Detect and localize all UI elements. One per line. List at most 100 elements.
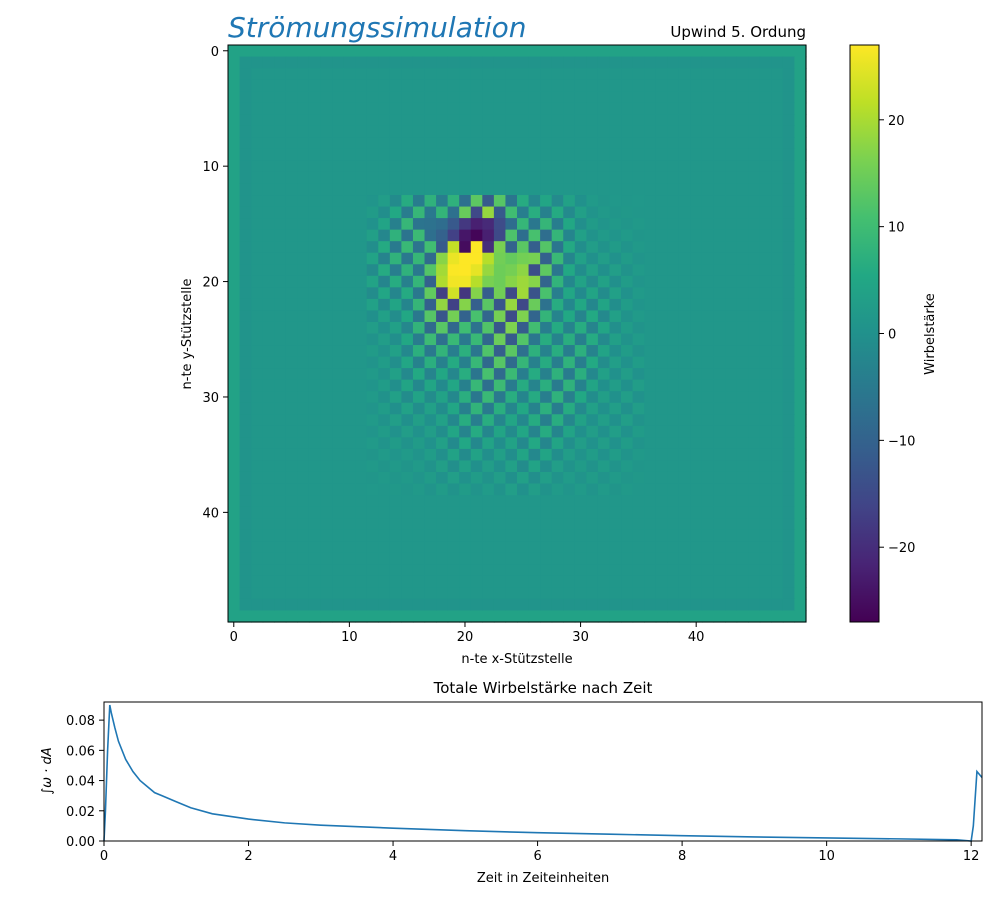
- heatmap-cell: [655, 45, 668, 58]
- heatmap-cell: [725, 541, 738, 554]
- heatmap-cell: [794, 275, 807, 288]
- heatmap-cell: [667, 252, 680, 265]
- heatmap-cell: [239, 102, 252, 115]
- heatmap-cell: [517, 587, 530, 600]
- heatmap-cell: [713, 241, 726, 254]
- heatmap-cell: [355, 171, 368, 185]
- y-tick-label: 20: [202, 276, 219, 291]
- heatmap-cell: [251, 264, 264, 277]
- heatmap-cell: [713, 287, 726, 300]
- heatmap-cell: [748, 610, 761, 623]
- heatmap-cell: [690, 252, 703, 265]
- heatmap-cell: [251, 495, 264, 508]
- heatmap-cell: [782, 287, 796, 300]
- heatmap-cell: [574, 264, 587, 277]
- heatmap-cell: [574, 171, 587, 185]
- heatmap-cell: [667, 264, 680, 277]
- heatmap-cell: [551, 298, 564, 312]
- heatmap-cell: [540, 310, 553, 323]
- heatmap-cell: [378, 114, 391, 127]
- heatmap-cell: [563, 575, 576, 588]
- heatmap-cell: [412, 264, 426, 277]
- heatmap-cell: [274, 68, 287, 81]
- heatmap-cell: [690, 368, 703, 381]
- heatmap-cell: [586, 483, 599, 496]
- heatmap-cell: [251, 68, 264, 81]
- heatmap-cell: [540, 68, 553, 81]
- heatmap-cell: [436, 402, 449, 415]
- heatmap-cell: [586, 102, 599, 115]
- heatmap-cell: [366, 229, 379, 242]
- heatmap-cell: [412, 79, 426, 92]
- heatmap-cell: [782, 460, 796, 473]
- heatmap-cell: [586, 552, 599, 565]
- heatmap-cell: [701, 471, 715, 485]
- heatmap-cell: [713, 206, 726, 219]
- heatmap-cell: [447, 241, 460, 254]
- heatmap-cell: [412, 298, 426, 312]
- heatmap-cell: [343, 206, 356, 219]
- heatmap-cell: [725, 114, 738, 127]
- heatmap-cell: [493, 541, 507, 554]
- heatmap-cell: [713, 495, 726, 508]
- heatmap-cell: [447, 287, 460, 300]
- heatmap-cell: [725, 368, 738, 381]
- heatmap-cell: [436, 206, 449, 219]
- heatmap-cell: [736, 448, 749, 462]
- heatmap-cell: [239, 45, 252, 58]
- heatmap-cell: [655, 587, 668, 600]
- heatmap-cell: [366, 183, 379, 196]
- y-tick-label: 0.06: [66, 744, 95, 759]
- heatmap-cell: [528, 368, 541, 381]
- heatmap-cell: [332, 91, 345, 104]
- heatmap-cell: [332, 102, 345, 115]
- heatmap-cell: [401, 529, 414, 542]
- heatmap-cell: [609, 448, 622, 462]
- heatmap-cell: [517, 529, 530, 542]
- heatmap-cell: [482, 552, 495, 565]
- heatmap-cell: [401, 552, 414, 565]
- heatmap-cell: [285, 321, 298, 335]
- heatmap-cell: [586, 91, 599, 104]
- heatmap-cell: [517, 541, 530, 554]
- heatmap-cell: [482, 68, 495, 81]
- heatmap-cell: [355, 148, 368, 161]
- heatmap-cell: [713, 483, 726, 496]
- heatmap-cell: [389, 437, 402, 450]
- heatmap-cell: [563, 287, 576, 300]
- heatmap-cell: [389, 368, 402, 381]
- heatmap-cell: [759, 506, 772, 519]
- heatmap-cell: [586, 218, 599, 231]
- heatmap-cell: [621, 298, 634, 312]
- heatmap-cell: [574, 56, 587, 69]
- heatmap-cell: [412, 541, 426, 554]
- heatmap-cell: [586, 460, 599, 473]
- heatmap-cell: [228, 345, 241, 358]
- heatmap-cell: [748, 379, 761, 392]
- heatmap-cell: [528, 264, 541, 277]
- heatmap-cell: [262, 552, 275, 565]
- heatmap-cell: [644, 252, 657, 265]
- heatmap-cell: [366, 195, 379, 208]
- heatmap-cell: [759, 148, 772, 161]
- heatmap-cell: [667, 218, 680, 231]
- heatmap-cell: [297, 229, 310, 242]
- heatmap-cell: [644, 264, 657, 277]
- heatmap-cell: [366, 448, 379, 462]
- heatmap-cell: [459, 345, 472, 358]
- heatmap-cell: [320, 91, 333, 104]
- heatmap-cell: [713, 333, 726, 346]
- heatmap-cell: [239, 345, 252, 358]
- heatmap-cell: [655, 610, 668, 623]
- heatmap-cell: [459, 541, 472, 554]
- heatmap-cell: [701, 506, 715, 519]
- heatmap-cell: [436, 333, 449, 346]
- heatmap-cell: [782, 91, 796, 104]
- heatmap-cell: [597, 195, 611, 208]
- heatmap-cell: [297, 379, 310, 392]
- heatmap-cell: [644, 287, 657, 300]
- heatmap-cell: [274, 287, 287, 300]
- heatmap-cell: [274, 102, 287, 115]
- heatmap-cell: [297, 506, 310, 519]
- heatmap-cell: [655, 195, 668, 208]
